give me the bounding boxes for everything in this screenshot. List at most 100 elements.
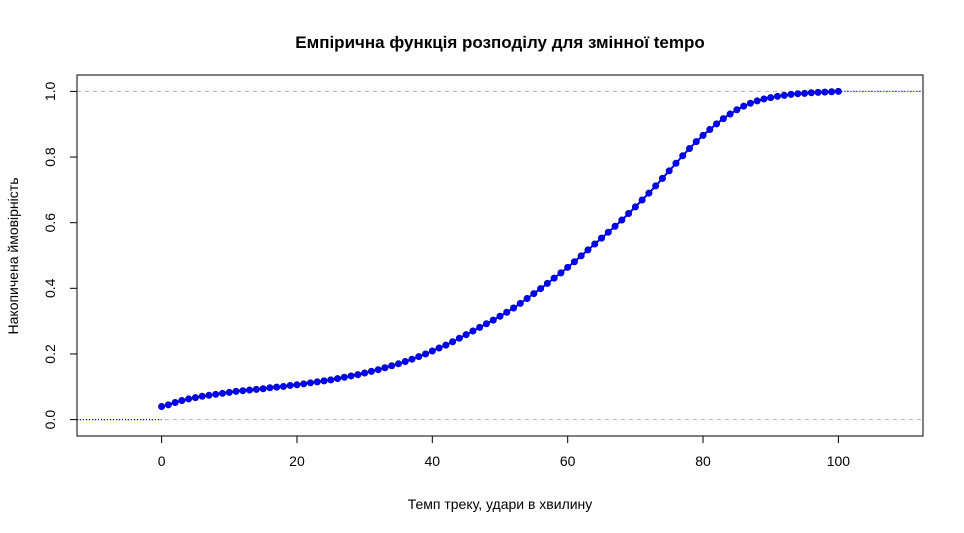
- x-tick-label: 100: [827, 453, 851, 469]
- data-point: [706, 125, 714, 133]
- data-point: [821, 88, 829, 96]
- data-point: [767, 94, 775, 102]
- data-point: [564, 263, 572, 271]
- data-point: [388, 362, 396, 370]
- data-point: [516, 299, 524, 307]
- data-point: [225, 388, 233, 396]
- data-point: [780, 91, 788, 99]
- data-point: [435, 344, 443, 352]
- series-layer: [77, 87, 923, 421]
- data-point: [361, 369, 369, 377]
- reference-lines: [77, 90, 923, 421]
- data-point: [449, 338, 457, 346]
- data-point: [638, 196, 646, 204]
- data-point: [557, 269, 565, 277]
- data-point: [266, 384, 274, 392]
- data-point: [212, 390, 220, 398]
- data-point: [462, 331, 470, 339]
- x-axis: 0 20 40 60 80 100: [158, 435, 851, 469]
- data-point: [374, 366, 382, 374]
- data-point: [645, 189, 653, 197]
- y-axis-label: Накопичена ймовірність: [5, 178, 21, 335]
- data-point: [164, 401, 172, 409]
- data-point: [191, 394, 199, 402]
- data-point: [713, 120, 721, 128]
- data-point: [726, 110, 734, 118]
- data-point: [591, 240, 599, 248]
- data-point: [293, 381, 301, 389]
- data-point: [455, 334, 463, 342]
- data-point: [604, 228, 612, 236]
- data-point: [334, 375, 342, 383]
- data-point: [699, 131, 707, 139]
- data-point: [428, 347, 436, 355]
- data-point: [665, 167, 673, 175]
- data-point: [814, 88, 822, 96]
- data-point: [239, 387, 247, 395]
- data-point: [367, 367, 375, 375]
- data-point: [273, 383, 281, 391]
- data-point: [313, 378, 321, 386]
- data-point: [489, 316, 497, 324]
- data-point: [719, 115, 727, 123]
- data-point: [625, 209, 633, 217]
- data-point: [252, 385, 260, 393]
- data-point: [652, 182, 660, 190]
- x-tick-label: 20: [289, 453, 305, 469]
- data-point: [259, 385, 267, 393]
- data-point: [354, 371, 362, 379]
- data-point: [381, 364, 389, 372]
- data-point: [158, 402, 166, 410]
- y-tick-label: 0.8: [42, 147, 58, 167]
- y-tick-label: 0.0: [42, 410, 58, 430]
- data-point: [340, 373, 348, 381]
- data-point: [794, 90, 802, 98]
- data-point: [598, 234, 606, 242]
- data-point: [523, 294, 531, 302]
- chart-title: Емпірична функція розподілу для змінної …: [295, 33, 704, 52]
- data-point: [286, 381, 294, 389]
- data-point: [442, 341, 450, 349]
- y-tick-label: 0.6: [42, 213, 58, 233]
- plot-frame: [76, 74, 924, 437]
- data-point: [394, 360, 402, 368]
- data-point: [178, 397, 186, 405]
- x-axis-label: Темп треку, удари в хвилину: [408, 496, 593, 512]
- data-point: [801, 89, 809, 97]
- data-point: [679, 152, 687, 160]
- data-point: [510, 304, 518, 312]
- data-point: [584, 246, 592, 254]
- data-point: [834, 87, 842, 95]
- x-tick-label: 80: [695, 453, 711, 469]
- data-point: [219, 389, 227, 397]
- data-point: [422, 350, 430, 358]
- data-point: [618, 216, 626, 224]
- data-point: [205, 391, 213, 399]
- data-point: [198, 392, 206, 400]
- data-point: [787, 90, 795, 98]
- data-point: [232, 387, 240, 395]
- data-point: [300, 380, 308, 388]
- data-point: [279, 382, 287, 390]
- data-point: [347, 372, 355, 380]
- data-point: [740, 102, 748, 110]
- data-point: [503, 308, 511, 316]
- data-point: [320, 377, 328, 385]
- x-tick-label: 40: [425, 453, 441, 469]
- y-tick-label: 0.4: [42, 278, 58, 298]
- data-point: [550, 274, 558, 282]
- y-axis: 0.0 0.2 0.4 0.6 0.8 1.0: [42, 81, 78, 430]
- data-point: [306, 379, 314, 387]
- data-point: [530, 290, 538, 298]
- data-point: [570, 258, 578, 266]
- data-point: [611, 222, 619, 230]
- data-point: [469, 327, 477, 335]
- series-line: [161, 90, 839, 408]
- data-point: [686, 145, 694, 153]
- data-point: [171, 399, 179, 407]
- plot-area: [76, 74, 924, 437]
- data-point: [658, 174, 666, 182]
- x-tick-label: 60: [560, 453, 576, 469]
- data-point: [482, 320, 490, 328]
